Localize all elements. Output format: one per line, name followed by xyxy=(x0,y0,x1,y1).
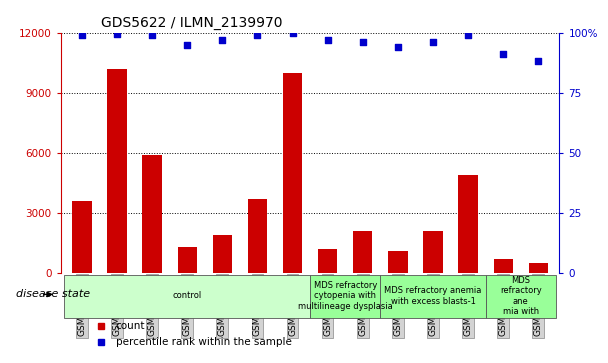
Text: percentile rank within the sample: percentile rank within the sample xyxy=(116,337,291,347)
Text: GDS5622 / ILMN_2139970: GDS5622 / ILMN_2139970 xyxy=(101,16,282,30)
Bar xyxy=(213,235,232,273)
Point xyxy=(463,32,473,38)
Point xyxy=(393,44,402,50)
Bar xyxy=(353,231,372,273)
Bar xyxy=(248,199,267,273)
Bar xyxy=(458,175,478,273)
Point xyxy=(112,31,122,37)
Bar xyxy=(318,249,337,273)
Bar xyxy=(178,247,197,273)
Bar xyxy=(494,259,513,273)
Point xyxy=(499,52,508,57)
FancyBboxPatch shape xyxy=(486,275,556,318)
Bar xyxy=(423,231,443,273)
FancyBboxPatch shape xyxy=(64,275,310,318)
Point xyxy=(218,37,227,43)
FancyBboxPatch shape xyxy=(310,275,380,318)
Point xyxy=(323,37,333,43)
Bar xyxy=(142,155,162,273)
FancyBboxPatch shape xyxy=(380,275,486,318)
Point xyxy=(252,32,262,38)
Bar xyxy=(72,201,92,273)
Text: MDS refractory
cytopenia with
multilineage dysplasia: MDS refractory cytopenia with multilinea… xyxy=(298,281,393,311)
Text: disease state: disease state xyxy=(16,289,90,299)
Point xyxy=(358,39,368,45)
Bar xyxy=(528,263,548,273)
Bar xyxy=(108,69,126,273)
Point xyxy=(288,30,297,36)
Point xyxy=(428,39,438,45)
Point xyxy=(182,42,192,48)
Text: control: control xyxy=(173,291,202,300)
Text: MDS refractory anemia
with excess blasts-1: MDS refractory anemia with excess blasts… xyxy=(384,286,482,306)
Point xyxy=(533,58,543,64)
Bar xyxy=(388,251,407,273)
Point xyxy=(77,32,87,38)
Text: count: count xyxy=(116,321,145,331)
Text: MDS
refractory
ane
mia with: MDS refractory ane mia with xyxy=(500,276,542,316)
Point xyxy=(147,32,157,38)
Bar xyxy=(283,73,302,273)
